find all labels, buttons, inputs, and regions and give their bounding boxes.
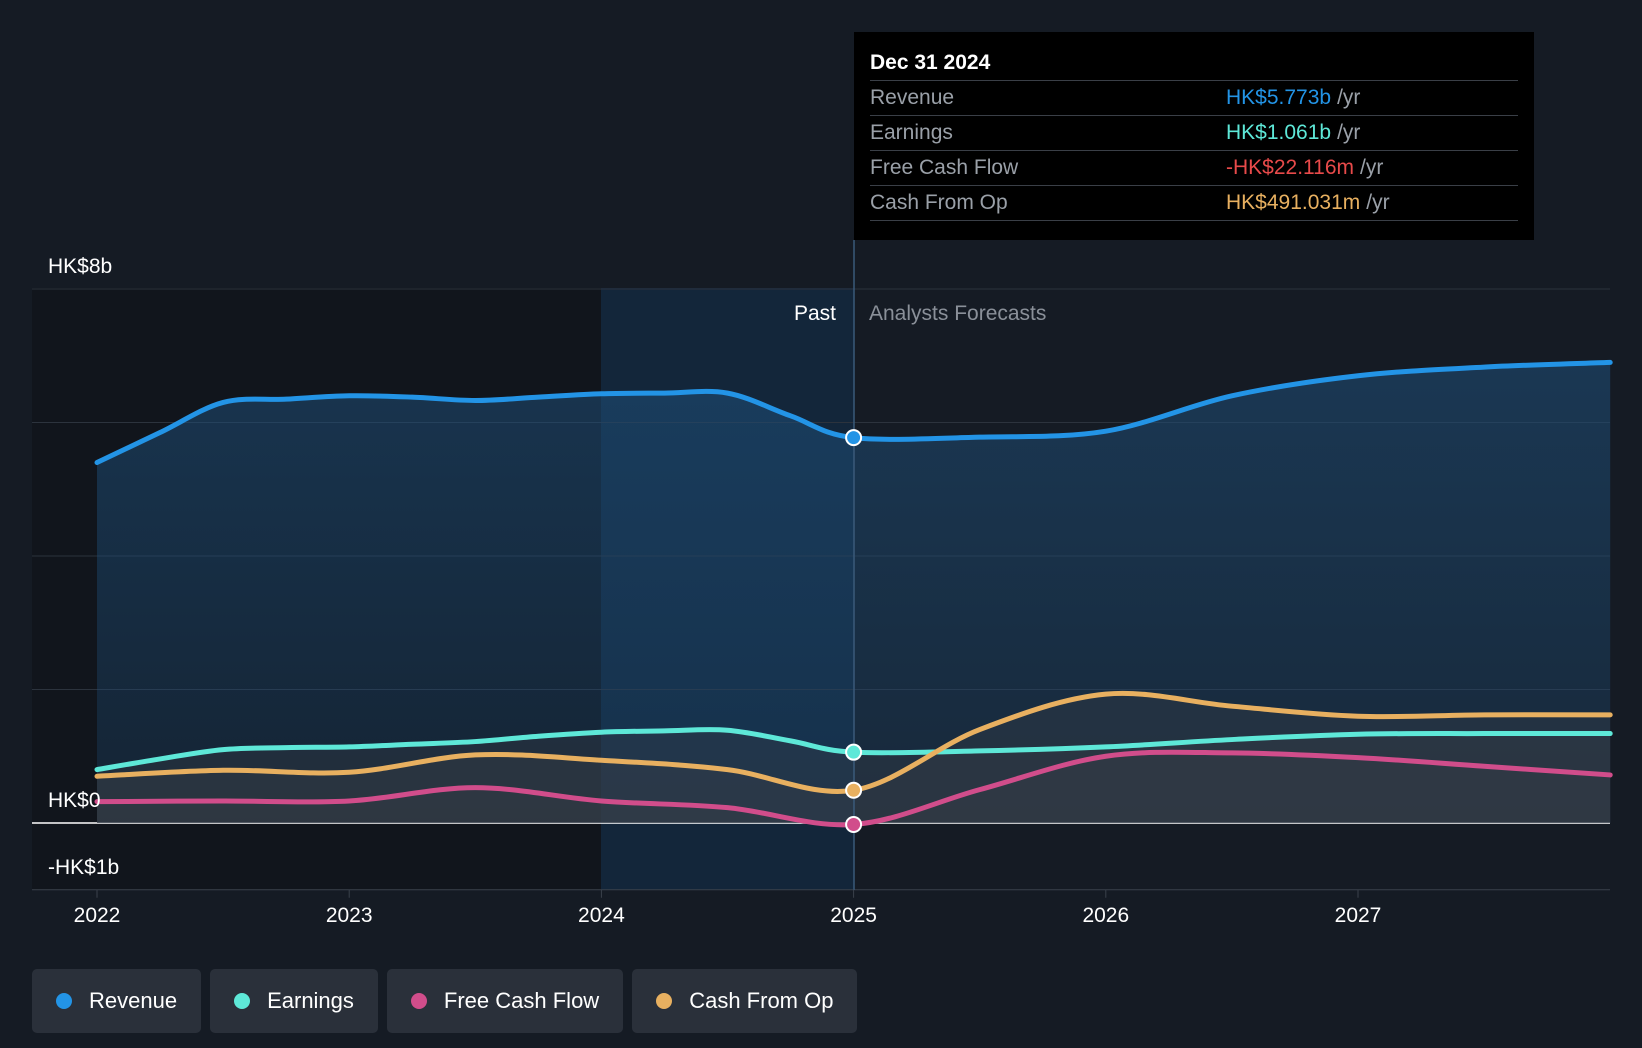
tooltip-unit: /yr <box>1337 121 1361 144</box>
tooltip-unit: /yr <box>1337 86 1361 109</box>
tooltip-unit: /yr <box>1360 156 1384 179</box>
tooltip-value: HK$491.031m <box>1226 191 1361 214</box>
tooltip-row-cash-from-op: Cash From Op HK$491.031m /yr <box>870 186 1518 221</box>
free-cash-flow-area <box>97 752 1611 825</box>
tooltip-row-free-cash-flow: Free Cash Flow -HK$22.116m /yr <box>870 151 1518 186</box>
legend-label: Free Cash Flow <box>443 988 600 1013</box>
y-tick-label: -HK$1b <box>48 856 119 879</box>
y-tick-label: HK$8b <box>48 255 112 278</box>
tooltip: Dec 31 2024 Revenue HK$5.773b /yr Earnin… <box>854 32 1534 240</box>
legend-dot-icon <box>656 993 673 1009</box>
legend-item-cash-from-op[interactable]: Cash From Op <box>632 969 858 1033</box>
tooltip-row-earnings: Earnings HK$1.061b /yr <box>870 116 1518 151</box>
tooltip-value: HK$5.773b <box>1226 86 1332 109</box>
tooltip-value: HK$1.061b <box>1226 121 1332 144</box>
legend-dot-icon <box>410 993 427 1009</box>
tooltip-label: Earnings <box>870 121 953 144</box>
legend-dot-icon <box>234 993 251 1009</box>
tooltip-label: Cash From Op <box>870 191 1008 214</box>
x-tick-label: 2025 <box>830 904 877 927</box>
legend-label: Cash From Op <box>689 988 834 1013</box>
revenue-current-point <box>845 429 863 447</box>
tooltip-date: Dec 31 2024 <box>870 46 1518 81</box>
tooltip-label: Revenue <box>870 86 955 109</box>
forecast-label: Analysts Forecasts <box>869 302 1046 325</box>
y-tick-label: HK$0 <box>48 789 101 812</box>
x-tick-label: 2024 <box>578 904 625 927</box>
legend-item-free-cash-flow[interactable]: Free Cash Flow <box>386 969 624 1033</box>
legend: Revenue Earnings Free Cash Flow Cash Fro… <box>32 969 858 1033</box>
tooltip-label: Free Cash Flow <box>870 156 1019 179</box>
legend-label: Revenue <box>89 988 178 1013</box>
earnings-current-point <box>845 743 863 761</box>
cash-from-op-current-point <box>845 781 863 799</box>
legend-item-earnings[interactable]: Earnings <box>210 969 378 1033</box>
legend-label: Earnings <box>267 988 354 1013</box>
tooltip-value: -HK$22.116m <box>1226 156 1355 179</box>
x-tick-label: 2022 <box>74 904 121 927</box>
past-label: Past <box>794 302 836 325</box>
free-cash-flow-current-point <box>845 815 863 833</box>
x-tick-label: 2023 <box>326 904 373 927</box>
legend-item-revenue[interactable]: Revenue <box>32 969 202 1033</box>
tooltip-unit: /yr <box>1366 191 1390 214</box>
legend-dot-icon <box>56 993 72 1009</box>
earnings-line <box>94 727 1613 773</box>
x-tick-label: 2027 <box>1335 904 1382 927</box>
tooltip-row-revenue: Revenue HK$5.773b /yr <box>870 81 1518 116</box>
x-tick-label: 2026 <box>1082 904 1129 927</box>
cash-from-op-area <box>97 693 1611 823</box>
revenue-line <box>94 359 1613 466</box>
